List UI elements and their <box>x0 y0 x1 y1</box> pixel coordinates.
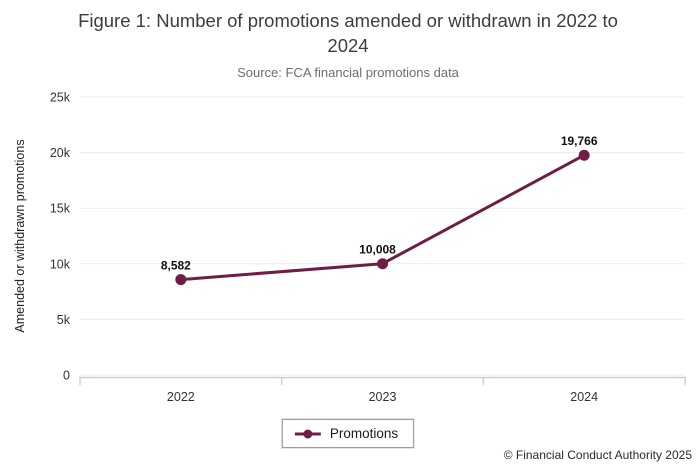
data-point-2024[interactable] <box>578 149 590 161</box>
data-label-2024: 19,766 <box>561 134 598 148</box>
y-tick-label-25k: 25k <box>50 91 71 105</box>
data-label-2022: 8,582 <box>161 259 191 273</box>
data-label-2023: 10,008 <box>359 243 396 257</box>
y-tick-label-0: 0 <box>63 369 70 383</box>
data-point-2023[interactable] <box>377 258 388 270</box>
legend-item-promotions[interactable]: Promotions <box>281 419 415 448</box>
legend-label: Promotions <box>329 426 399 441</box>
chart-subtitle: Source: FCA financial promotions data <box>237 65 459 80</box>
y-tick-label-5k: 5k <box>57 313 71 327</box>
y-tick-label-15k: 15k <box>50 202 71 216</box>
x-tick-label-2023: 2023 <box>369 390 397 404</box>
chart-title: Figure 1: Number of promotions amended o… <box>78 10 618 56</box>
x-tick-label-2022: 2022 <box>167 390 195 404</box>
promotions-line-marker-icon <box>294 429 321 438</box>
x-tick-label-2024: 2024 <box>570 390 598 404</box>
copyright-text: © Financial Conduct Authority 2025 <box>503 448 692 462</box>
y-tick-label-20k: 20k <box>50 146 71 160</box>
y-axis-label: Amended or withdrawn promotions <box>13 139 27 332</box>
y-tick-label-10k: 10k <box>50 257 71 271</box>
data-point-2022[interactable] <box>175 274 187 286</box>
